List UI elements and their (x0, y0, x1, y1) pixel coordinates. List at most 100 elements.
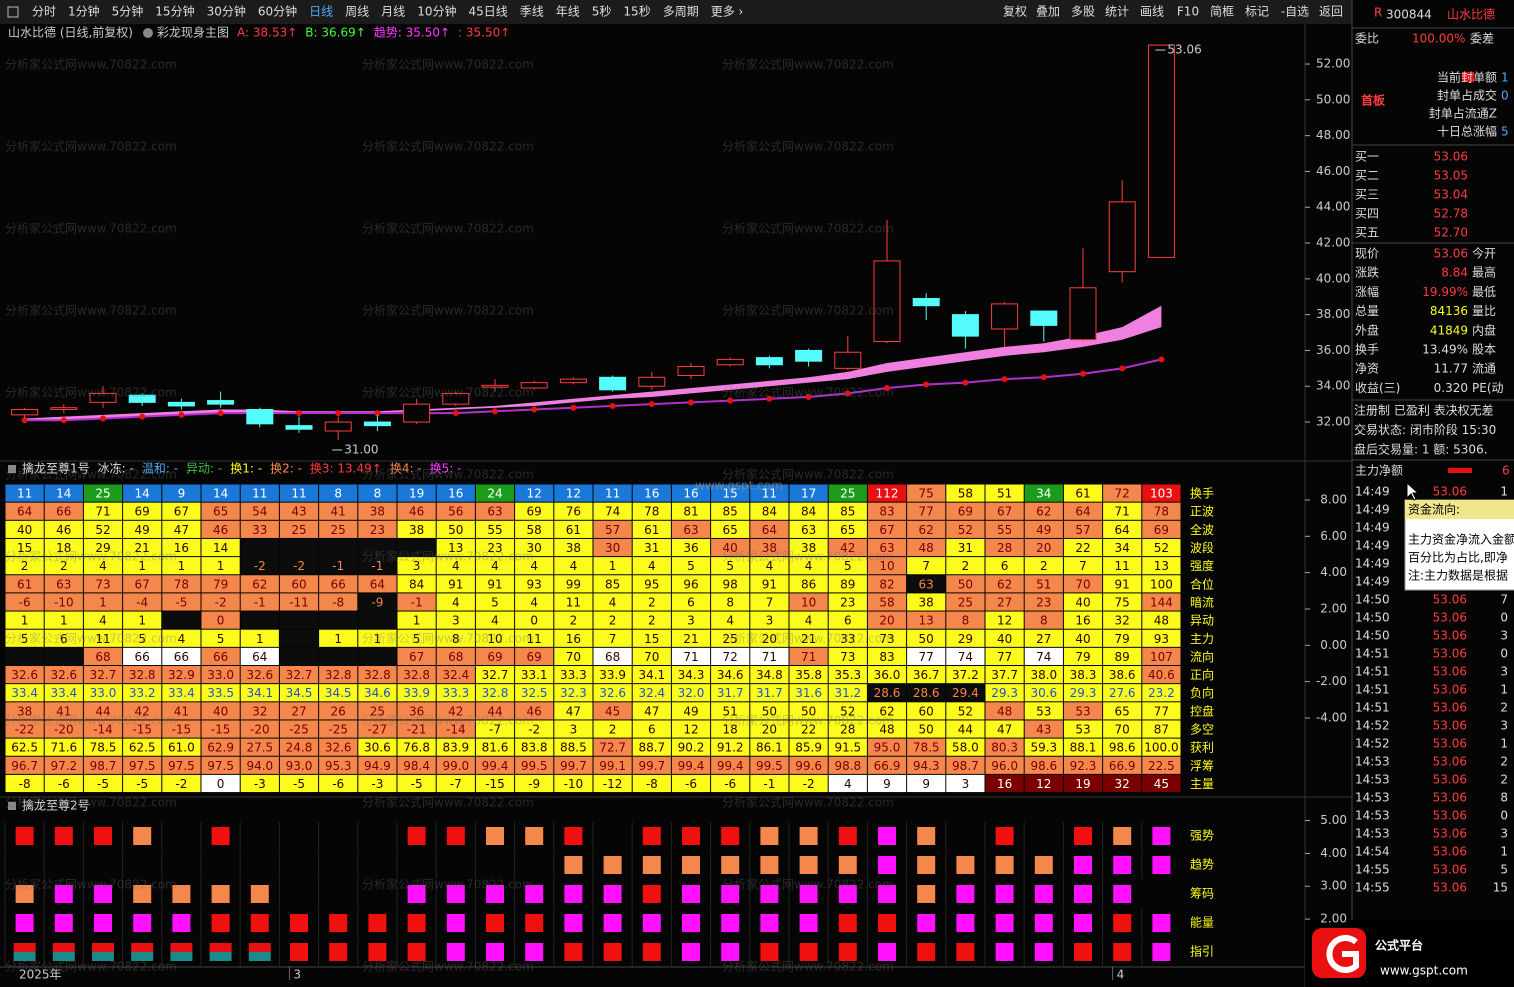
cell (515, 738, 554, 756)
cell (44, 502, 83, 520)
tick-volume: 0 (1500, 611, 1508, 625)
cell (397, 538, 436, 557)
label: 委差 (1470, 32, 1494, 46)
panel-param: 换3: 13.49↑ (310, 462, 382, 476)
toolbar-item[interactable]: 5秒 (592, 5, 612, 19)
tick-price: 53.06 (1433, 485, 1467, 499)
ma-dot (805, 393, 812, 400)
toolbar-item[interactable]: 画线 (1140, 5, 1164, 19)
label: 买二 (1355, 169, 1379, 183)
tick-time: 14:49 (1355, 521, 1390, 535)
y-tick-label: 2.00 (1320, 912, 1347, 926)
cell-value: 38 (919, 595, 934, 609)
logo-url: www.gspt.com (1380, 964, 1468, 978)
cell (593, 702, 632, 720)
toolbar-item[interactable]: 周线 (345, 5, 369, 19)
signal (799, 943, 818, 961)
cell (123, 684, 162, 702)
label: 最低 (1472, 285, 1496, 299)
toolbar-item[interactable]: 复权 (1003, 5, 1027, 19)
signal (682, 856, 700, 874)
cell-value: 27 (291, 704, 306, 718)
row-label: 波段 (1190, 540, 1214, 555)
cell-value: 43 (1036, 723, 1051, 737)
cell-value: 58 (879, 595, 894, 609)
cell (44, 593, 83, 611)
cell (711, 720, 750, 738)
cell (907, 738, 946, 756)
row-label: 正波 (1190, 505, 1214, 519)
cell (1063, 629, 1103, 647)
cell-value: 60 (919, 704, 934, 718)
toolbar-item[interactable]: 多周期 (663, 5, 699, 19)
toolbar-item[interactable]: 10分钟 (417, 4, 456, 19)
cell (554, 720, 593, 738)
cell (828, 702, 867, 720)
toolbar-item[interactable]: 返回 (1319, 5, 1343, 19)
toolbar-item[interactable]: 日线 (309, 5, 333, 19)
toolbar-item[interactable]: 45日线 (468, 5, 507, 19)
watermark: 分析家公式网www.70822.com (5, 385, 177, 400)
toolbar-item[interactable]: 季线 (520, 5, 544, 19)
cell-value: 66 (135, 650, 150, 664)
cell (750, 557, 789, 575)
toolbar-item[interactable]: 60分钟 (258, 4, 297, 19)
cell (671, 611, 711, 629)
cell (985, 774, 1024, 793)
cell-value: 33.4 (50, 686, 77, 700)
cell (867, 666, 907, 684)
signal (878, 827, 896, 845)
toolbar-item[interactable]: 多股 (1071, 5, 1095, 19)
toolbar-item[interactable]: 简框 (1210, 5, 1234, 19)
cell (83, 484, 123, 502)
cell (1142, 557, 1181, 575)
cell-value: -14 (446, 723, 466, 737)
toolbar-item[interactable]: 更多 › (711, 5, 744, 19)
cell-value: 96.0 (991, 759, 1018, 773)
cell-value: 32.7 (286, 668, 313, 682)
cell (358, 611, 397, 629)
cell-value: 20 (762, 632, 777, 646)
toolbar-item[interactable]: 统计 (1105, 5, 1129, 19)
cell-value: 61 (17, 577, 32, 591)
cell (789, 774, 828, 793)
cell-value: 32.5 (521, 686, 548, 700)
cell-value: 10 (801, 595, 816, 609)
y-tick-label: 8.00 (1320, 492, 1347, 506)
cell (436, 702, 475, 720)
toolbar-item[interactable]: F10 (1177, 5, 1199, 19)
cell-value: 33.2 (129, 686, 156, 700)
toolbar-item[interactable]: 5分钟 (112, 4, 144, 19)
toolbar-item[interactable]: 年线 (556, 5, 580, 19)
toolbar-item[interactable]: 叠加 (1036, 5, 1060, 19)
toolbar-item[interactable]: 30分钟 (207, 4, 246, 19)
collapse-btn[interactable] (1462, 72, 1474, 82)
cell (162, 666, 201, 684)
toolbar-item[interactable]: -自选 (1281, 5, 1309, 19)
toolbar-item[interactable]: 月线 (381, 5, 405, 19)
cell-value: 49 (683, 704, 698, 718)
cell-value: 32.4 (638, 686, 665, 700)
watermark: 分析家公式网www.70822.com (722, 303, 894, 318)
signal (995, 943, 1014, 961)
candle-body (1069, 287, 1097, 341)
cell-value: 8 (374, 487, 382, 501)
cell (515, 593, 554, 611)
cell-value: 3 (766, 614, 774, 628)
toolbar-item[interactable]: 标记 (1245, 5, 1269, 19)
toolbar-item[interactable]: 1分钟 (68, 4, 100, 19)
cell (5, 538, 44, 557)
cell (397, 557, 436, 575)
toolbar-item[interactable]: 15秒 (623, 5, 650, 19)
toolbar-item[interactable]: 分时 (32, 5, 56, 19)
toolbar-item[interactable]: 15分钟 (155, 4, 194, 19)
cell (554, 557, 593, 575)
cell (554, 647, 593, 665)
cell-value: 23 (1036, 595, 1051, 609)
cell (240, 502, 279, 520)
cell (44, 647, 83, 665)
cell (985, 666, 1024, 684)
cell (907, 647, 946, 665)
signal (94, 827, 112, 845)
watermark: 分析家公式网www.70822.com (5, 57, 177, 72)
